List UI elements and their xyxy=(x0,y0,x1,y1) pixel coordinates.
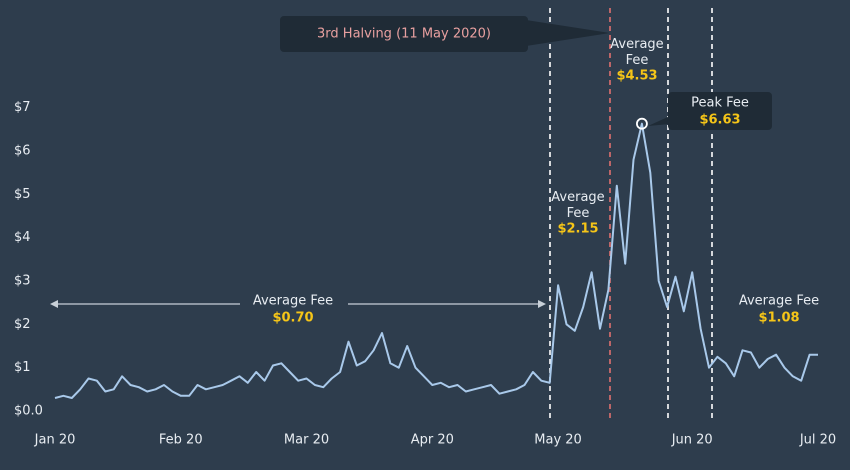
y-tick-label: $5 xyxy=(14,187,31,202)
y-tick-label: $2 xyxy=(14,317,31,332)
annotation-amount: $6.63 xyxy=(699,113,740,128)
x-tick-label: May 20 xyxy=(534,433,582,448)
x-tick-label: Feb 20 xyxy=(159,433,203,448)
annotation-amount: $4.53 xyxy=(616,69,657,84)
y-tick-label: $7 xyxy=(14,100,31,115)
annotation-amount: $0.70 xyxy=(272,311,313,326)
x-tick-label: Jun 20 xyxy=(671,433,713,448)
x-tick-label: Mar 20 xyxy=(284,433,329,448)
annotation-text: Average Fee xyxy=(739,294,819,309)
x-tick-label: Jul 20 xyxy=(799,433,836,448)
peak-box xyxy=(668,92,772,130)
annotation-text: Average Fee xyxy=(610,37,663,68)
x-tick-label: Apr 20 xyxy=(411,433,454,448)
annotation-amount: $2.15 xyxy=(557,222,598,237)
halving-box xyxy=(280,16,528,52)
peak-marker xyxy=(636,117,648,130)
halving-label: 3rd Halving (11 May 2020) xyxy=(317,27,491,42)
y-tick-label: $4 xyxy=(14,230,31,245)
y-tick-label: $1 xyxy=(14,360,31,375)
y-tick-label: $6 xyxy=(14,144,31,159)
x-tick-label: Jan 20 xyxy=(34,433,76,448)
annotation-text: Peak Fee xyxy=(691,96,749,111)
y-tick-label: $3 xyxy=(14,274,31,289)
annotation-amount: $1.08 xyxy=(758,311,799,326)
annotation-text: Average Fee xyxy=(253,294,333,309)
callout-pointer xyxy=(648,116,670,126)
arrow-head xyxy=(50,300,58,308)
y-tick-label: $0.0 xyxy=(14,404,43,419)
annotation-text: Average Fee xyxy=(551,190,604,221)
fee-line xyxy=(54,122,818,399)
arrow-head xyxy=(538,300,546,308)
callout-pointer xyxy=(526,20,610,46)
